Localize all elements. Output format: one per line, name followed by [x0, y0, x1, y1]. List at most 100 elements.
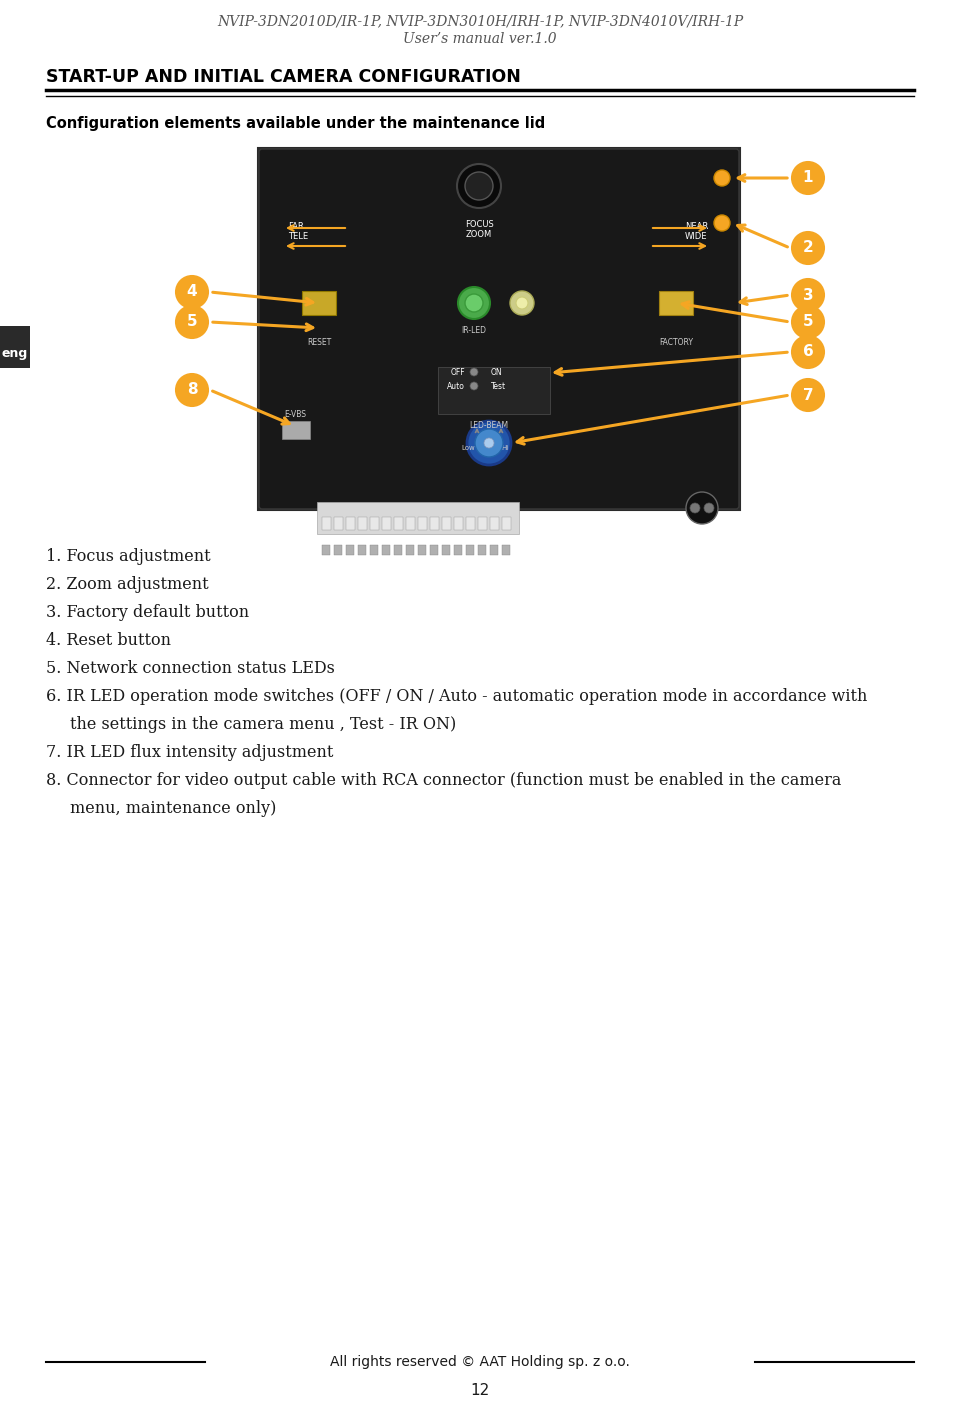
Circle shape	[176, 275, 208, 308]
FancyBboxPatch shape	[429, 517, 439, 530]
FancyBboxPatch shape	[346, 545, 354, 555]
FancyBboxPatch shape	[466, 517, 474, 530]
FancyBboxPatch shape	[381, 517, 391, 530]
FancyBboxPatch shape	[477, 517, 487, 530]
Text: Test: Test	[491, 382, 506, 391]
Text: User’s manual ver.1.0: User’s manual ver.1.0	[403, 32, 557, 46]
Text: All rights reserved © AAT Holding sp. z o.o.: All rights reserved © AAT Holding sp. z …	[330, 1354, 630, 1368]
FancyBboxPatch shape	[358, 545, 367, 555]
FancyBboxPatch shape	[442, 545, 450, 555]
FancyBboxPatch shape	[302, 291, 336, 315]
Circle shape	[475, 429, 503, 457]
Circle shape	[704, 503, 714, 513]
Text: LED-BEAM: LED-BEAM	[469, 422, 509, 430]
Circle shape	[176, 374, 208, 406]
Circle shape	[176, 306, 208, 339]
Text: Hi: Hi	[501, 445, 508, 451]
FancyBboxPatch shape	[405, 517, 415, 530]
FancyBboxPatch shape	[333, 517, 343, 530]
Circle shape	[467, 422, 511, 465]
Text: FOCUS: FOCUS	[465, 221, 493, 229]
FancyBboxPatch shape	[334, 545, 343, 555]
FancyBboxPatch shape	[282, 422, 310, 438]
FancyBboxPatch shape	[502, 545, 511, 555]
Text: Configuration elements available under the maintenance lid: Configuration elements available under t…	[46, 117, 545, 131]
Circle shape	[690, 503, 700, 513]
Text: 1. Focus adjustment: 1. Focus adjustment	[46, 548, 210, 565]
Circle shape	[457, 164, 501, 208]
Text: 12: 12	[470, 1383, 490, 1398]
Circle shape	[470, 368, 478, 377]
FancyBboxPatch shape	[659, 291, 693, 315]
Circle shape	[792, 232, 824, 264]
Text: ON: ON	[491, 368, 503, 377]
FancyBboxPatch shape	[394, 545, 402, 555]
Text: 6: 6	[803, 344, 813, 360]
FancyBboxPatch shape	[442, 517, 450, 530]
Text: START-UP AND INITIAL CAMERA CONFIGURATION: START-UP AND INITIAL CAMERA CONFIGURATIO…	[46, 67, 521, 86]
Text: 4: 4	[186, 284, 198, 299]
Circle shape	[484, 438, 494, 448]
FancyBboxPatch shape	[322, 545, 330, 555]
FancyBboxPatch shape	[418, 545, 426, 555]
Text: NVIP-3DN2010D/IR-1P, NVIP-3DN3010H/IRH-1P, NVIP-3DN4010V/IRH-1P: NVIP-3DN2010D/IR-1P, NVIP-3DN3010H/IRH-1…	[217, 14, 743, 28]
Circle shape	[792, 306, 824, 339]
Circle shape	[792, 280, 824, 311]
Text: 1: 1	[803, 170, 813, 185]
Text: menu, maintenance only): menu, maintenance only)	[70, 799, 276, 816]
FancyBboxPatch shape	[258, 148, 740, 510]
FancyBboxPatch shape	[394, 517, 402, 530]
Text: FAR: FAR	[288, 222, 303, 230]
FancyBboxPatch shape	[406, 545, 415, 555]
Text: FACTORY: FACTORY	[659, 339, 693, 347]
Text: 2. Zoom adjustment: 2. Zoom adjustment	[46, 576, 208, 593]
FancyBboxPatch shape	[322, 517, 330, 530]
FancyBboxPatch shape	[370, 517, 378, 530]
Text: the settings in the camera menu , Test - IR ON): the settings in the camera menu , Test -…	[70, 717, 456, 733]
FancyBboxPatch shape	[0, 326, 30, 368]
FancyBboxPatch shape	[478, 545, 487, 555]
Text: 4. Reset button: 4. Reset button	[46, 632, 171, 649]
Circle shape	[465, 294, 483, 312]
Text: E-VBS: E-VBS	[284, 410, 306, 419]
FancyBboxPatch shape	[418, 517, 426, 530]
Text: 8. Connector for video output cable with RCA connector (function must be enabled: 8. Connector for video output cable with…	[46, 771, 841, 790]
Circle shape	[792, 379, 824, 412]
Text: OFF: OFF	[451, 368, 466, 377]
Text: 3: 3	[803, 288, 813, 302]
Text: WIDE: WIDE	[685, 232, 708, 242]
FancyBboxPatch shape	[454, 545, 463, 555]
Text: Auto: Auto	[447, 382, 465, 391]
Text: NEAR: NEAR	[685, 222, 708, 230]
Text: 5: 5	[803, 315, 813, 330]
Text: RESET: RESET	[307, 339, 331, 347]
Circle shape	[465, 171, 493, 200]
Circle shape	[458, 287, 490, 319]
Circle shape	[792, 336, 824, 368]
Text: IR-LED: IR-LED	[462, 326, 487, 334]
FancyBboxPatch shape	[370, 545, 378, 555]
Circle shape	[516, 296, 528, 309]
FancyBboxPatch shape	[357, 517, 367, 530]
FancyBboxPatch shape	[438, 367, 550, 414]
Text: Low: Low	[461, 445, 475, 451]
FancyBboxPatch shape	[466, 545, 474, 555]
Circle shape	[714, 215, 730, 230]
FancyBboxPatch shape	[317, 502, 519, 534]
FancyBboxPatch shape	[501, 517, 511, 530]
FancyBboxPatch shape	[346, 517, 354, 530]
FancyBboxPatch shape	[453, 517, 463, 530]
Circle shape	[686, 492, 718, 524]
Text: eng: eng	[2, 347, 28, 360]
Text: 8: 8	[186, 382, 198, 398]
Circle shape	[714, 170, 730, 185]
Text: ZOOM: ZOOM	[466, 230, 492, 239]
Text: 2: 2	[803, 240, 813, 256]
Text: 7: 7	[803, 388, 813, 402]
Text: 3. Factory default button: 3. Factory default button	[46, 604, 250, 621]
Text: 5: 5	[186, 315, 198, 330]
Circle shape	[470, 382, 478, 391]
Text: 7. IR LED flux intensity adjustment: 7. IR LED flux intensity adjustment	[46, 745, 333, 762]
Text: 6. IR LED operation mode switches (OFF / ON / Auto - automatic operation mode in: 6. IR LED operation mode switches (OFF /…	[46, 688, 868, 705]
Circle shape	[792, 162, 824, 194]
